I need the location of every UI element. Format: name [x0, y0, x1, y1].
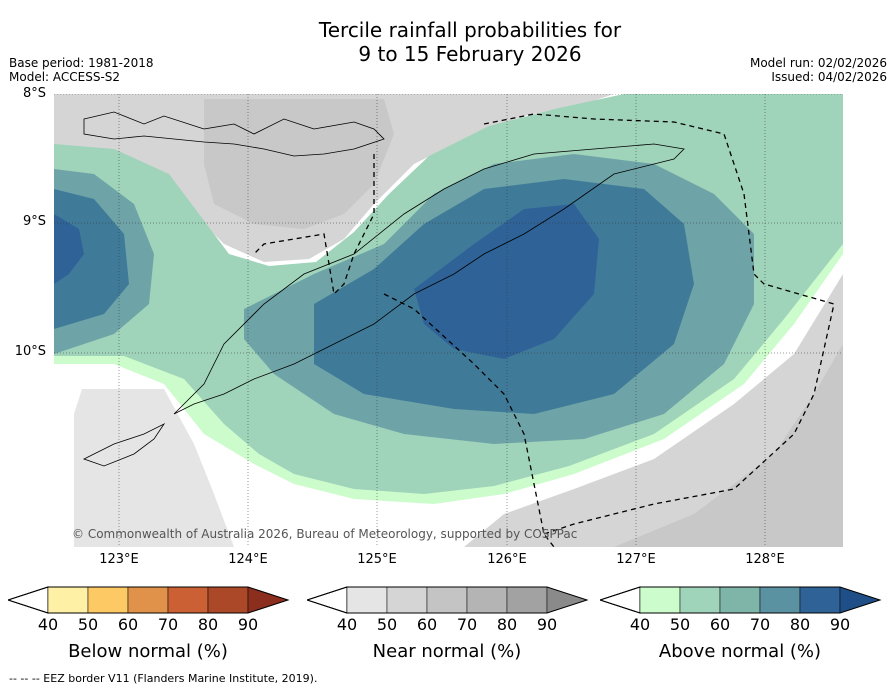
eez-footnote: -- -- -- EEZ border V11 (Flanders Marine… — [9, 672, 318, 685]
below-swatch-1 — [47, 586, 89, 614]
colorbar-above-normal: 40 50 60 70 80 90 Above normal (%) — [598, 586, 882, 662]
lon-label-123e: 123°E — [99, 552, 139, 567]
lat-label-9s: 9°S — [22, 214, 46, 229]
coastline-alor-pantar — [83, 111, 385, 157]
lon-label-127e: 127°E — [616, 552, 656, 567]
colorbar-below-swatches — [6, 586, 290, 614]
near-swatch-6 — [546, 586, 588, 614]
above-swatch-2 — [679, 586, 721, 614]
chart-title: Tercile rainfall probabilities for 9 to … — [220, 18, 720, 66]
colorbar-near-swatches — [305, 586, 589, 614]
below-swatch-2 — [87, 586, 129, 614]
near-swatch-2 — [386, 586, 428, 614]
near-tick-60: 60 — [416, 615, 438, 634]
lat-label-10s: 10°S — [14, 344, 46, 359]
model-run: Model run: 02/02/2026 — [749, 56, 887, 70]
below-tick-60: 60 — [117, 615, 139, 634]
near-tick-70: 70 — [456, 615, 478, 634]
above-swatch-3 — [719, 586, 761, 614]
above-tick-70: 70 — [749, 615, 771, 634]
meta-right: Model run: 02/02/2026 Issued: 04/02/2026 — [750, 56, 887, 84]
below-tick-90: 90 — [237, 615, 259, 634]
above-swatch-6 — [839, 586, 881, 614]
above-swatch-1 — [639, 586, 681, 614]
below-tick-40: 40 — [37, 615, 59, 634]
probability-map — [54, 94, 843, 547]
model-name: Model: ACCESS-S2 — [9, 70, 121, 84]
above-tick-60: 60 — [709, 615, 731, 634]
copyright-notice: © Commonwealth of Australia 2026, Bureau… — [72, 527, 578, 541]
lon-label-125e: 125°E — [357, 552, 397, 567]
region-near-normal-se-core — [614, 344, 843, 547]
colorbar-above-swatches — [598, 586, 882, 614]
near-swatch-3 — [426, 586, 468, 614]
title-line-2: 9 to 15 February 2026 — [358, 42, 582, 66]
above-swatch-5 — [799, 586, 841, 614]
below-tick-50: 50 — [77, 615, 99, 634]
title-line-1: Tercile rainfall probabilities for — [318, 18, 622, 42]
above-tick-50: 50 — [669, 615, 691, 634]
colorbar-below-normal: 40 50 60 70 80 90 Below normal (%) — [6, 586, 290, 662]
near-tick-50: 50 — [376, 615, 398, 634]
region-near-normal-nw-core — [204, 99, 394, 229]
above-tick-90: 90 — [829, 615, 851, 634]
base-period: Base period: 1981-2018 — [9, 56, 154, 70]
below-swatch-5 — [207, 586, 249, 614]
below-swatch-4 — [167, 586, 209, 614]
near-tick-90: 90 — [536, 615, 558, 634]
issued-date: Issued: 04/02/2026 — [771, 70, 887, 84]
below-label: Below normal (%) — [68, 641, 228, 662]
graticule — [54, 94, 843, 547]
meta-left: Base period: 1981-2018 Model: ACCESS-S2 — [9, 56, 154, 84]
lat-label-8s: 8°S — [22, 86, 46, 101]
colorbar-near-normal: 40 50 60 70 80 90 Near normal (%) — [305, 586, 589, 662]
region-above-80 — [54, 204, 599, 359]
near-tick-80: 80 — [496, 615, 518, 634]
near-swatch-4 — [466, 586, 508, 614]
above-tick-40: 40 — [629, 615, 651, 634]
region-near-normal-sw — [74, 389, 234, 547]
lon-label-126e: 126°E — [487, 552, 527, 567]
above-label: Above normal (%) — [658, 641, 822, 662]
near-swatch-1 — [346, 586, 388, 614]
lon-label-128e: 128°E — [745, 552, 785, 567]
lon-label-124e: 124°E — [228, 552, 268, 567]
near-tick-40: 40 — [336, 615, 358, 634]
near-label: Near normal (%) — [372, 641, 522, 662]
below-tick-80: 80 — [197, 615, 219, 634]
below-swatch-6 — [247, 586, 289, 614]
above-swatch-4 — [759, 586, 801, 614]
near-swatch-5 — [506, 586, 548, 614]
eez-border — [253, 113, 835, 547]
below-swatch-3 — [127, 586, 169, 614]
below-tick-70: 70 — [157, 615, 179, 634]
coastline-timor — [173, 143, 685, 415]
above-tick-80: 80 — [789, 615, 811, 634]
